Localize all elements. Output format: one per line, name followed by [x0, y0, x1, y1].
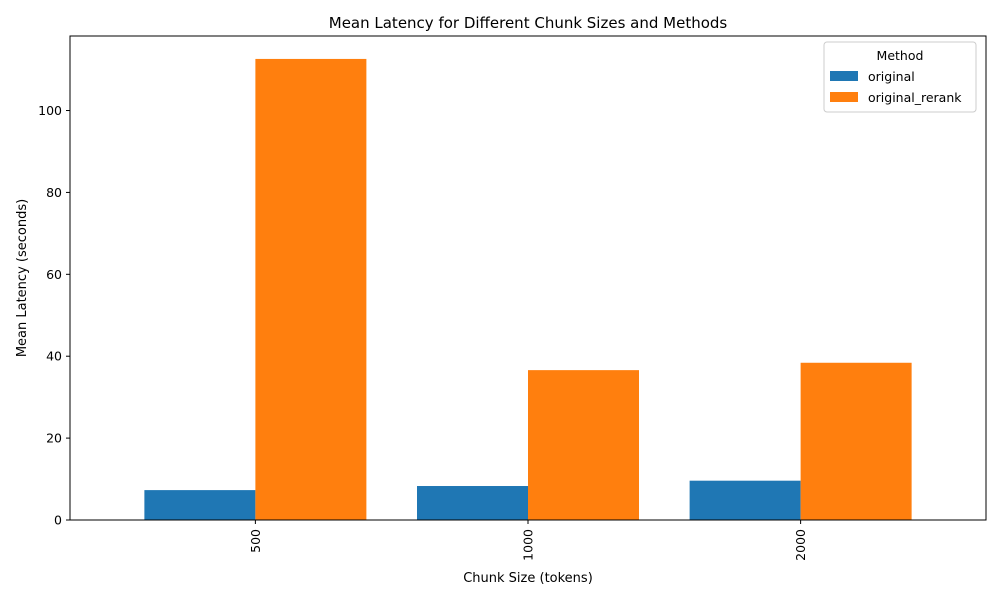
bar-original-rerank-2000	[800, 362, 912, 520]
plot-frame	[69, 35, 987, 521]
legend-title: Method	[877, 48, 924, 63]
bar-original-2000	[689, 480, 801, 520]
chart-title: Mean Latency for Different Chunk Sizes a…	[329, 14, 728, 32]
legend: Method original original_rerank	[823, 41, 977, 113]
bar-original-rerank-1000	[528, 370, 639, 520]
y-axis-label: Mean Latency (seconds)	[15, 199, 30, 357]
x-axis-label: Chunk Size (tokens)	[463, 571, 593, 586]
y-tick-label: 80	[46, 185, 62, 200]
bar-original-rerank-500	[255, 58, 367, 520]
bar-original-1000	[417, 486, 528, 520]
legend-label-original-rerank: original_rerank	[868, 90, 962, 105]
legend-swatch-original	[830, 71, 858, 81]
legend-box	[823, 41, 977, 113]
legend-swatch-original-rerank	[830, 92, 858, 102]
y-tick-label: 40	[46, 349, 62, 364]
legend-label-original: original	[868, 69, 915, 84]
x-axis-ticks: 500 1000 2000	[248, 520, 808, 561]
y-axis-ticks: 0 20 40 60 80 100	[38, 103, 70, 528]
x-tick-label: 1000	[521, 529, 536, 561]
x-tick-label: 500	[248, 529, 263, 553]
bar-original-500	[144, 490, 256, 520]
y-tick-label: 100	[38, 103, 62, 118]
bars-group	[144, 58, 912, 520]
y-tick-label: 60	[46, 267, 62, 282]
y-tick-label: 20	[46, 431, 62, 446]
x-tick-label: 2000	[793, 529, 808, 561]
y-tick-label: 0	[54, 513, 62, 528]
